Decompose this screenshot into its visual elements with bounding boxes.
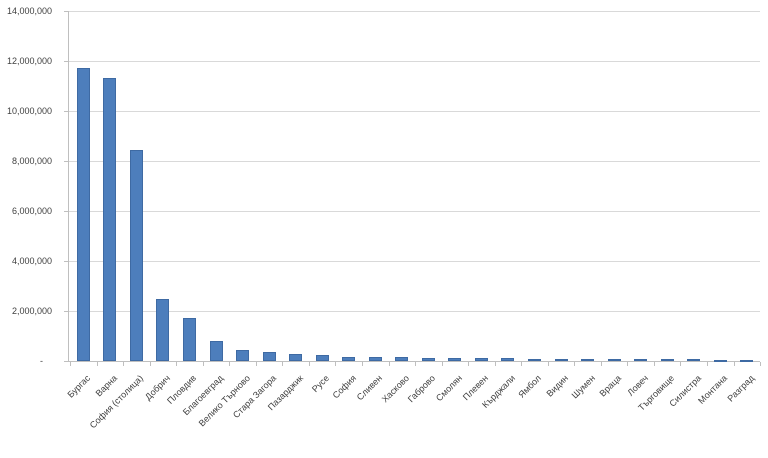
- x-axis-tick: [706, 362, 708, 366]
- x-axis-tick: [70, 362, 71, 366]
- y-axis-tick: [64, 11, 68, 12]
- x-axis-tick: [308, 362, 310, 366]
- x-axis-tick: [547, 362, 549, 366]
- x-axis-tick: [335, 362, 337, 366]
- y-axis-tick-label: 6,000,000: [11, 206, 52, 216]
- x-axis-tick: [388, 362, 390, 366]
- x-axis-tick: [149, 362, 151, 366]
- bar: [448, 357, 462, 362]
- y-axis-tick-label: 14,000,000: [6, 6, 52, 16]
- y-axis-tick: [64, 61, 68, 62]
- bar: [289, 353, 303, 361]
- bar: [660, 359, 674, 362]
- bar: [501, 358, 515, 362]
- x-axis-tick: [361, 362, 363, 366]
- x-axis-tick: [627, 362, 629, 366]
- bar: [182, 318, 196, 361]
- x-axis-tick: [202, 362, 204, 366]
- x-axis-tick: [468, 362, 470, 366]
- x-axis-tick: [600, 362, 602, 366]
- x-axis-tick: [760, 362, 761, 366]
- x-axis-tick: [123, 362, 125, 366]
- bar: [607, 358, 621, 361]
- bar: [527, 358, 541, 361]
- x-axis-tick: [255, 362, 257, 366]
- y-gridline: [68, 11, 760, 12]
- y-axis-tick: [64, 211, 68, 212]
- x-axis-tick: [441, 362, 443, 366]
- x-axis-tick: [733, 362, 735, 366]
- bar: [262, 352, 276, 361]
- x-axis-line: [68, 361, 760, 362]
- bar: [129, 150, 143, 361]
- x-axis-tick: [229, 362, 231, 366]
- bar: [315, 355, 329, 361]
- bar: [103, 78, 117, 361]
- y-gridline: [68, 111, 760, 112]
- bar: [687, 359, 701, 362]
- x-axis-tick: [176, 362, 178, 366]
- bar: [368, 357, 382, 362]
- x-axis-tick: [494, 362, 496, 366]
- bar: [236, 350, 249, 362]
- y-axis-tick-label: 10,000,000: [6, 106, 52, 116]
- y-gridline: [68, 211, 760, 212]
- bar: [156, 299, 170, 361]
- bar: [395, 357, 409, 361]
- y-gridline: [68, 261, 760, 262]
- bar: [421, 357, 435, 361]
- y-axis-tick-label: 8,000,000: [11, 156, 52, 166]
- x-axis-tick: [96, 362, 98, 366]
- bar: [713, 359, 727, 362]
- x-axis-tick: [521, 362, 523, 366]
- bar: [474, 358, 488, 361]
- bar: [554, 358, 568, 361]
- bar: [342, 356, 356, 362]
- y-axis-tick-label: 12,000,000: [6, 56, 52, 66]
- y-axis-tick-label: 4,000,000: [11, 256, 52, 266]
- y-axis-tick: [64, 361, 68, 362]
- y-gridline: [68, 61, 760, 62]
- x-axis-tick: [282, 362, 284, 366]
- bar: [209, 341, 223, 362]
- y-gridline: [68, 161, 760, 162]
- y-axis-tick: [64, 261, 68, 262]
- y-axis-tick: [64, 311, 68, 312]
- x-axis-tick: [415, 362, 416, 366]
- bar: [581, 358, 594, 362]
- y-axis-tick-label: 2,000,000: [11, 306, 52, 316]
- bar: [76, 68, 90, 361]
- y-axis-tick: [64, 161, 68, 162]
- y-gridline: [68, 311, 760, 312]
- y-axis-line: [68, 11, 69, 361]
- y-axis-tick: [64, 111, 68, 112]
- x-axis-tick: [574, 362, 576, 366]
- bar-chart: - 2,000,000 4,000,000 6,000,000 8,000,000 10,…: [6, 6, 761, 431]
- y-axis-tick-label: -: [40, 356, 43, 366]
- x-axis-tick: [680, 362, 682, 366]
- bar: [740, 359, 754, 362]
- x-axis-tick: [653, 362, 655, 366]
- bar: [634, 359, 648, 361]
